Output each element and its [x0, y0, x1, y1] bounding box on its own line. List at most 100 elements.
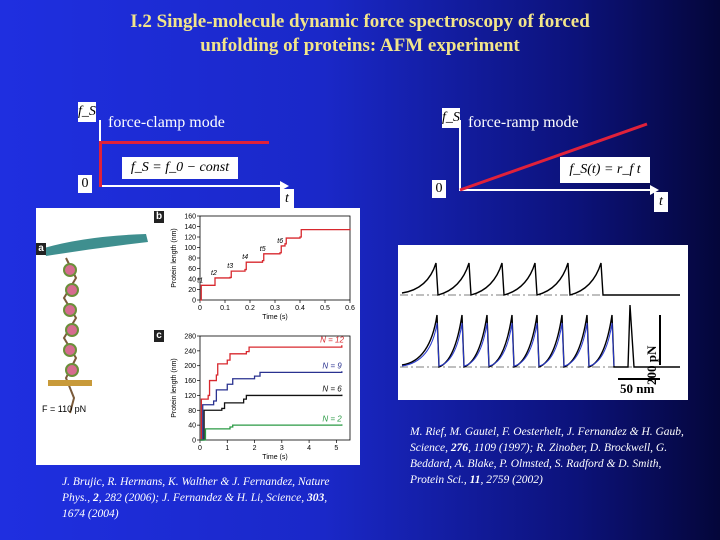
x-axis-label: Time (s)	[262, 454, 287, 461]
x-tick-label: 3	[280, 445, 284, 452]
citation-volume: 11	[469, 474, 481, 486]
citation-text: , 2759 (2002)	[480, 474, 543, 486]
protein-illustration	[44, 234, 148, 414]
force-ramp-origin-label: 0	[432, 180, 446, 198]
series-line	[200, 371, 343, 441]
panel-c-label-text: c	[156, 330, 162, 341]
panel-b-label: b	[154, 211, 164, 223]
force-clamp-arrowhead	[280, 181, 289, 191]
citation-text: , 282 (2006); J. Fernandez & H. Li, Scie…	[98, 492, 307, 504]
force-clamp-equation: f_S = f_0 − const	[122, 157, 238, 179]
panel-a-label: a	[36, 243, 46, 255]
y-axis-label: Protein length (nm)	[171, 358, 178, 418]
y-tick-label: 80	[188, 408, 196, 415]
x-axis-label: Time (s)	[262, 314, 287, 321]
force-clamp-mode-label: force-clamp mode	[108, 114, 225, 131]
citation-volume: 2	[92, 492, 99, 504]
force-ramp-y-label: f_S	[442, 108, 460, 128]
force-ramp-x-label-text: t	[659, 194, 663, 209]
series-line	[200, 424, 343, 441]
force-ramp-equation: f_S(t) = r_f t	[560, 157, 650, 183]
protein-domain	[65, 283, 79, 297]
force-clamp-red-line	[99, 141, 269, 144]
protein-domains	[63, 263, 79, 377]
x-tick-label: 0	[198, 445, 202, 452]
force-ramp-figure: 200 pN 50 nm	[398, 245, 688, 400]
force-clamp-x-label: t	[280, 189, 294, 209]
protein-domain	[65, 363, 79, 377]
slide-title-line2: unfolding of proteins: AFM experiment	[200, 35, 520, 56]
x-tick-label: 0.3	[270, 305, 280, 312]
x-tick-label: 0	[198, 305, 202, 312]
x-tick-label: 0.1	[220, 305, 230, 312]
force-ramp-arrowhead	[650, 185, 659, 195]
series-legend-label: N = 12	[320, 335, 344, 344]
plot-frame	[199, 215, 351, 301]
protein-domain	[63, 343, 77, 357]
fit-curve-bottom	[401, 322, 615, 367]
force-clamp-y-label: f_S	[78, 102, 96, 122]
y-tick-label: 100	[184, 245, 196, 252]
step-time-label: t6	[277, 238, 283, 245]
citation-text: , 1109 (1997); R. Zinober, D. Brockwell,…	[410, 442, 668, 486]
citation-text: , 1674 (2004)	[62, 492, 328, 520]
force-ramp-x-label: t	[654, 192, 668, 212]
force-ramp-x-axis	[459, 189, 652, 191]
citation-volume: 276	[450, 442, 469, 454]
series-line	[200, 228, 351, 301]
x-tick-label: 0.6	[345, 305, 355, 312]
y-tick-label: 240	[184, 348, 196, 355]
y-tick-label: 80	[188, 256, 196, 263]
y-tick-label: 160	[184, 378, 196, 385]
scale-bar-length-label: 50 nm	[620, 381, 655, 396]
step-time-label: t4	[242, 254, 248, 261]
x-tick-label: 2	[253, 445, 257, 452]
citation-text: J. Brujic, R. Hermans, K. Walther & J. F…	[62, 476, 330, 504]
sawtooth-trace-top	[401, 262, 680, 296]
sawtooth-trace-bottom	[401, 304, 680, 368]
step-time-label: t1	[197, 277, 203, 284]
step-time-label: t2	[211, 270, 217, 277]
y-tick-label: 20	[188, 287, 196, 294]
slide-title-line1: I.2 Single-molecule dynamic force spectr…	[130, 11, 590, 32]
force-ramp-citation: M. Rief, M. Gautel, F. Oesterhelt, J. Fe…	[410, 424, 695, 488]
force-ramp-y-axis	[459, 120, 461, 190]
series-legend-label: N = 6	[322, 385, 342, 394]
x-tick-label: 5	[334, 445, 338, 452]
step-time-label: t5	[260, 246, 266, 253]
substrate-surface	[48, 380, 92, 386]
force-ramp-y-label-text: f_S	[442, 110, 460, 125]
force-clamp-x-label-text: t	[285, 191, 289, 206]
force-ramp-red-line	[459, 122, 648, 192]
force-extension-traces	[400, 262, 680, 380]
x-tick-label: 0.2	[245, 305, 255, 312]
force-ramp-origin-text: 0	[435, 181, 443, 196]
protein-domain	[63, 263, 77, 277]
force-ramp-mode-label: force-ramp mode	[468, 114, 579, 131]
slide-title: I.2 Single-molecule dynamic force spectr…	[0, 10, 720, 58]
series-legend-label: N = 9	[322, 361, 342, 370]
force-clamp-citation: J. Brujic, R. Hermans, K. Walther & J. F…	[62, 474, 342, 522]
protein-domain	[63, 303, 77, 317]
x-tick-label: 4	[307, 445, 311, 452]
y-tick-label: 120	[184, 393, 196, 400]
force-clamp-equation-text: f_S = f_0 − const	[130, 160, 230, 175]
force-clamp-x-axis	[99, 185, 282, 187]
series-line	[200, 394, 343, 441]
panel-c-label: c	[154, 330, 164, 342]
series-legend-label: N = 2	[322, 414, 342, 423]
x-tick-label: 0.5	[320, 305, 330, 312]
force-clamp-origin-label: 0	[78, 175, 92, 193]
y-tick-label: 40	[188, 277, 196, 284]
citation-text: M. Rief, M. Gautel, F. Oesterhelt, J. Fe…	[410, 426, 684, 454]
y-tick-label: 200	[184, 363, 196, 370]
y-tick-label: 0	[192, 438, 196, 445]
force-clamp-origin-text: 0	[81, 176, 89, 191]
force-ramp-diagram: f_S force-ramp mode 0 f_S(t) = r_f t t	[360, 0, 720, 215]
y-tick-label: 160	[184, 214, 196, 221]
y-tick-label: 0	[192, 298, 196, 305]
x-tick-label: 0.4	[295, 305, 305, 312]
length-time-chart-b: 0 0.1 0.2 0.3 0.4 0.5 0.6 0 20 40 60 80 100 120 140 160…	[171, 214, 355, 322]
applied-force-label: F = 110 pN	[42, 404, 87, 414]
x-tick-label: 1	[225, 445, 229, 452]
